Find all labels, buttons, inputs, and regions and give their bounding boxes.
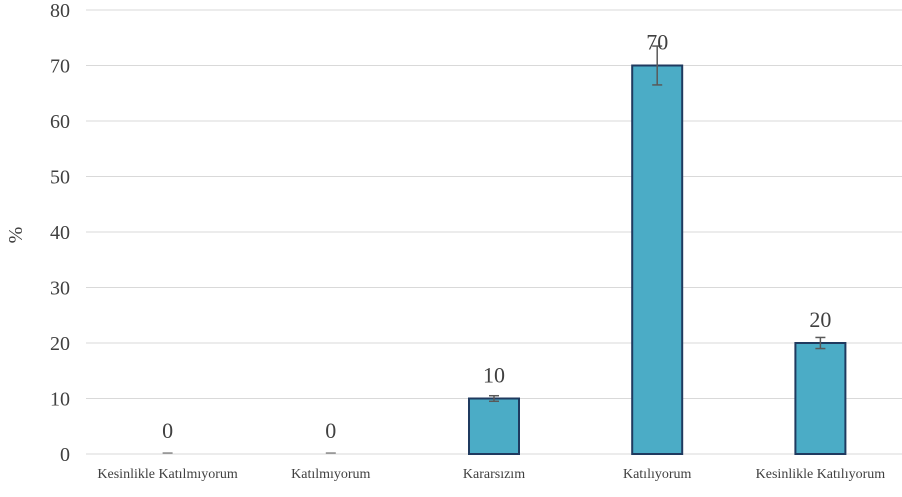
x-axis-ticks: Kesinlikle Katılmıyorum Katılmıyorum Karar… (97, 467, 885, 482)
y-tick-label: 10 (50, 389, 70, 411)
y-tick-label: 40 (50, 222, 70, 244)
error-bars (489, 45, 826, 403)
x-tick-label: Kesinlikle Katılmıyorum (97, 467, 237, 482)
y-tick-label: 60 (50, 111, 70, 133)
data-label: 70 (646, 30, 668, 55)
x-tick-label: Katılıyorum (623, 467, 692, 482)
y-tick-label: 50 (50, 167, 70, 189)
y-tick-label: 0 (60, 444, 70, 466)
x-tick-label: Katılmıyorum (291, 467, 370, 482)
data-label: 0 (325, 418, 336, 443)
y-tick-label: 80 (50, 0, 70, 22)
bar (631, 64, 684, 455)
y-tick-label: 30 (50, 278, 70, 300)
data-label: 0 (162, 418, 173, 443)
x-tick-label: Kararsızım (463, 467, 525, 482)
bars (162, 64, 847, 455)
data-labels: 0 0 10 70 20 (162, 30, 831, 444)
y-axis-ticks: 0 10 20 30 40 50 60 70 80 (50, 0, 70, 466)
bar (794, 342, 847, 455)
data-label: 20 (809, 307, 831, 332)
y-tick-label: 20 (50, 333, 70, 355)
y-axis-label: % (5, 227, 27, 244)
x-tick-label: Kesinlikle Katılıyorum (756, 467, 886, 482)
data-label: 10 (483, 363, 505, 388)
bar (468, 397, 520, 455)
y-tick-label: 70 (50, 56, 70, 78)
grid-lines (86, 9, 902, 455)
